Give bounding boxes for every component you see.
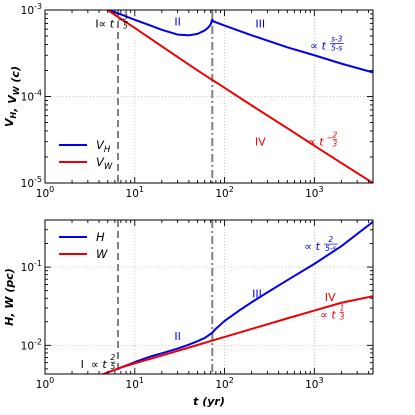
top-plot-frame	[44, 9, 374, 184]
bottom-legend-label: W	[96, 247, 108, 261]
bottom-annotation-phase-label: I	[81, 358, 84, 371]
bottom-annotation-power-law: ∝ t 25-s	[304, 235, 338, 253]
bottom-x-tick-label: 101	[126, 376, 144, 391]
svg-text:5: 5	[123, 21, 128, 30]
svg-text:3: 3	[332, 140, 337, 149]
svg-text:1: 1	[340, 304, 345, 313]
bottom-annotation-phase-label: II	[174, 330, 181, 343]
svg-text:∝ t: ∝ t	[304, 240, 320, 253]
svg-text:5-s: 5-s	[325, 244, 336, 253]
bottom-x-tick-label: 102	[215, 376, 233, 391]
svg-text:∝ t: ∝ t	[98, 17, 114, 30]
svg-text:s-3: s-3	[331, 34, 343, 43]
top-series-v-w-line	[107, 10, 373, 183]
svg-text:2: 2	[332, 131, 337, 140]
bottom-y-axis-label: H, W (pc)	[3, 268, 16, 326]
top-annotation-power-law: ∝ t s-35-s	[310, 34, 344, 52]
top-x-tick-label: 102	[215, 185, 233, 200]
top-annotation-power-law: ∝ t −35	[98, 12, 128, 30]
top-x-tick-label: 103	[305, 185, 323, 200]
top-annotation-phase-label: II	[174, 16, 181, 29]
top-legend-label: VW	[96, 155, 113, 172]
svg-text:∝ t: ∝ t	[91, 358, 107, 371]
svg-text:∝ t: ∝ t	[320, 309, 336, 322]
top-y-tick-label: 10-5	[21, 175, 42, 190]
top-x-tick-label: 100	[36, 185, 54, 200]
bottom-legend-label: H	[96, 230, 105, 244]
svg-text:−: −	[117, 15, 124, 24]
top-x-tick-label: 101	[126, 185, 144, 200]
svg-text:∝ t: ∝ t	[308, 136, 324, 149]
bottom-panel: 100 101 102 103 10-2 10-1 H, W (pc) t (yr) HW I ∝ …	[3, 219, 374, 408]
bottom-annotation-power-law: ∝ t 13	[320, 304, 345, 322]
svg-text:2: 2	[328, 235, 333, 244]
svg-text:3: 3	[340, 313, 345, 322]
bottom-x-axis-label: t (yr)	[193, 395, 225, 408]
top-legend-label: VH	[96, 138, 111, 155]
top-y-tick-label: 10-4	[21, 89, 42, 104]
bottom-annotation-phase-label: IV	[325, 291, 336, 304]
bottom-y-tick-label: 10-1	[21, 259, 42, 274]
bottom-series-w-line	[100, 295, 373, 374]
bottom-y-tick-label: 10-2	[21, 337, 42, 352]
bottom-x-tick-label: 100	[36, 376, 54, 391]
svg-text:5: 5	[111, 362, 116, 371]
bottom-series-h-line	[100, 220, 373, 374]
bottom-annotation-power-law: ∝ t 25	[91, 353, 116, 371]
svg-text:3: 3	[123, 12, 128, 21]
svg-text:5-s: 5-s	[331, 43, 342, 52]
top-series-v-h-line	[107, 10, 373, 74]
svg-text:2: 2	[111, 353, 116, 362]
bottom-x-tick-label: 103	[305, 376, 323, 391]
bottom-plot-frame	[44, 219, 374, 375]
top-y-tick-label: 10-3	[21, 2, 42, 17]
top-annotation-phase-label: III	[255, 17, 265, 30]
bottom-annotation-phase-label: III	[252, 287, 262, 300]
top-annotation-phase-label: I	[95, 17, 98, 30]
svg-text:∝ t: ∝ t	[310, 39, 326, 52]
top-annotation-phase-label: IV	[255, 136, 266, 149]
svg-text:−: −	[327, 134, 334, 143]
top-annotation-power-law: ∝ t −23	[308, 131, 338, 149]
top-y-axis-label: VH, VW (c)	[3, 66, 22, 127]
